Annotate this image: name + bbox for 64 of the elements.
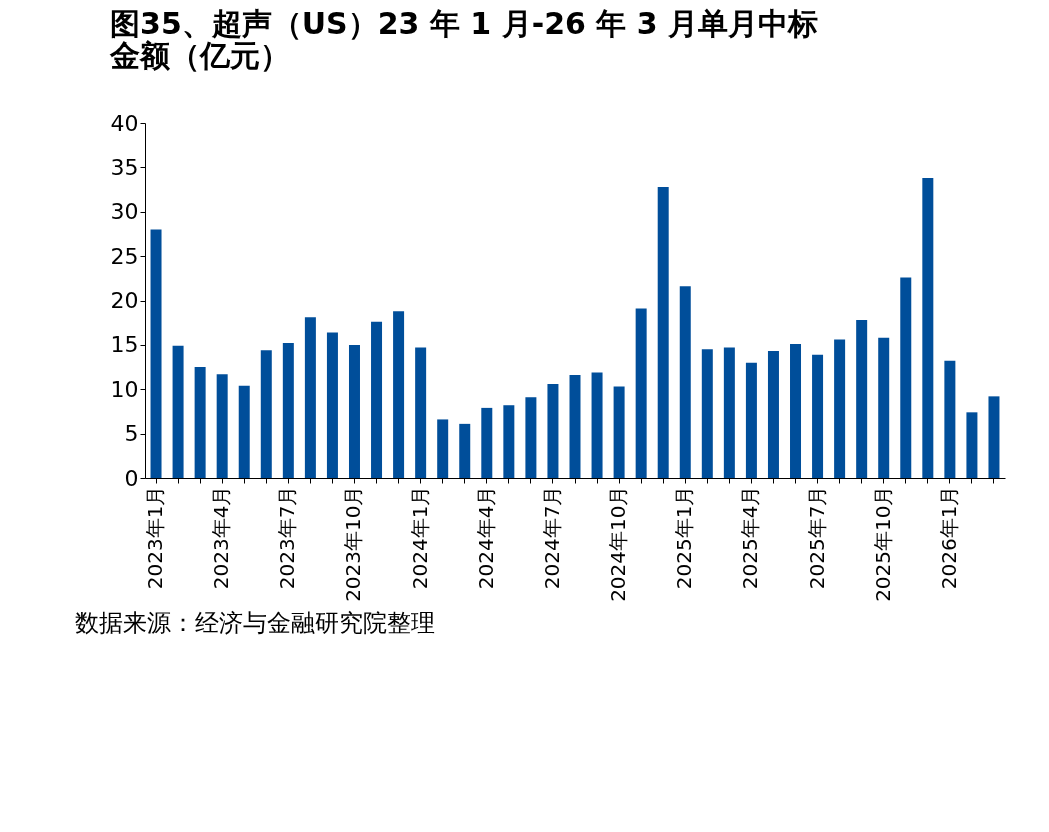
bar <box>348 344 360 478</box>
x-tick-label: 2023年1月 <box>143 485 168 590</box>
bar <box>547 383 559 478</box>
bar <box>679 286 691 478</box>
text: 图35、超声（US）23 年 1 月-26 年 3 月单月中标 <box>110 6 819 41</box>
bar <box>525 397 537 478</box>
bar <box>966 412 978 478</box>
x-tick-label: 2023年7月 <box>275 485 300 590</box>
x-tick-label: 2023年4月 <box>209 485 234 590</box>
x-tick-label: 2025年1月 <box>672 485 697 590</box>
bar <box>371 321 383 478</box>
bar <box>150 229 162 478</box>
bar <box>944 360 956 478</box>
bar <box>613 386 625 478</box>
x-tick-label: 2024年10月 <box>606 485 631 602</box>
bar <box>569 375 581 478</box>
bar <box>856 320 868 478</box>
bar <box>812 354 824 478</box>
bar <box>194 367 206 478</box>
bar <box>988 396 1000 478</box>
bar <box>437 419 449 478</box>
bar <box>900 277 912 478</box>
y-tick-label: 40 <box>110 110 139 136</box>
y-tick-label: 10 <box>110 376 139 402</box>
x-tick-label: 2024年4月 <box>473 485 498 590</box>
bar <box>878 337 890 478</box>
bar <box>393 311 405 478</box>
bar <box>834 339 846 478</box>
text: 金额（亿元） <box>110 38 291 73</box>
x-tick-label: 2025年7月 <box>804 485 829 590</box>
bar <box>635 308 647 478</box>
x-tick-label: 2023年10月 <box>341 485 366 602</box>
y-tick-label: 5 <box>124 421 139 447</box>
bar <box>282 343 294 478</box>
bar <box>459 423 471 478</box>
source-note: 数据来源：经济与金融研究院整理 <box>75 609 435 637</box>
bar <box>172 345 184 478</box>
bar <box>591 372 603 478</box>
bar <box>790 343 802 478</box>
bar <box>238 385 250 478</box>
y-tick-label: 15 <box>110 332 139 358</box>
bar <box>745 362 757 478</box>
x-tick-label: 2025年4月 <box>738 485 763 590</box>
y-tick-label: 35 <box>110 154 139 180</box>
bar <box>701 349 713 478</box>
bar <box>304 317 316 478</box>
bar <box>216 374 228 478</box>
bar <box>260 350 272 478</box>
x-tick-label: 2025年10月 <box>870 485 895 602</box>
y-tick-label: 30 <box>110 199 139 225</box>
bar <box>723 347 735 478</box>
y-tick-label: 20 <box>110 288 139 313</box>
y-tick-label: 0 <box>124 465 139 491</box>
x-tick-label: 2026年1月 <box>936 485 961 590</box>
bar <box>503 405 515 478</box>
bar <box>481 407 493 478</box>
bar <box>922 178 934 478</box>
x-tick-label: 2024年7月 <box>539 485 564 590</box>
bar <box>767 351 779 478</box>
bar <box>657 186 669 478</box>
y-tick-label: 25 <box>110 243 139 269</box>
bar <box>415 347 427 478</box>
bar <box>326 332 338 478</box>
x-tick-label: 2024年1月 <box>407 485 432 590</box>
